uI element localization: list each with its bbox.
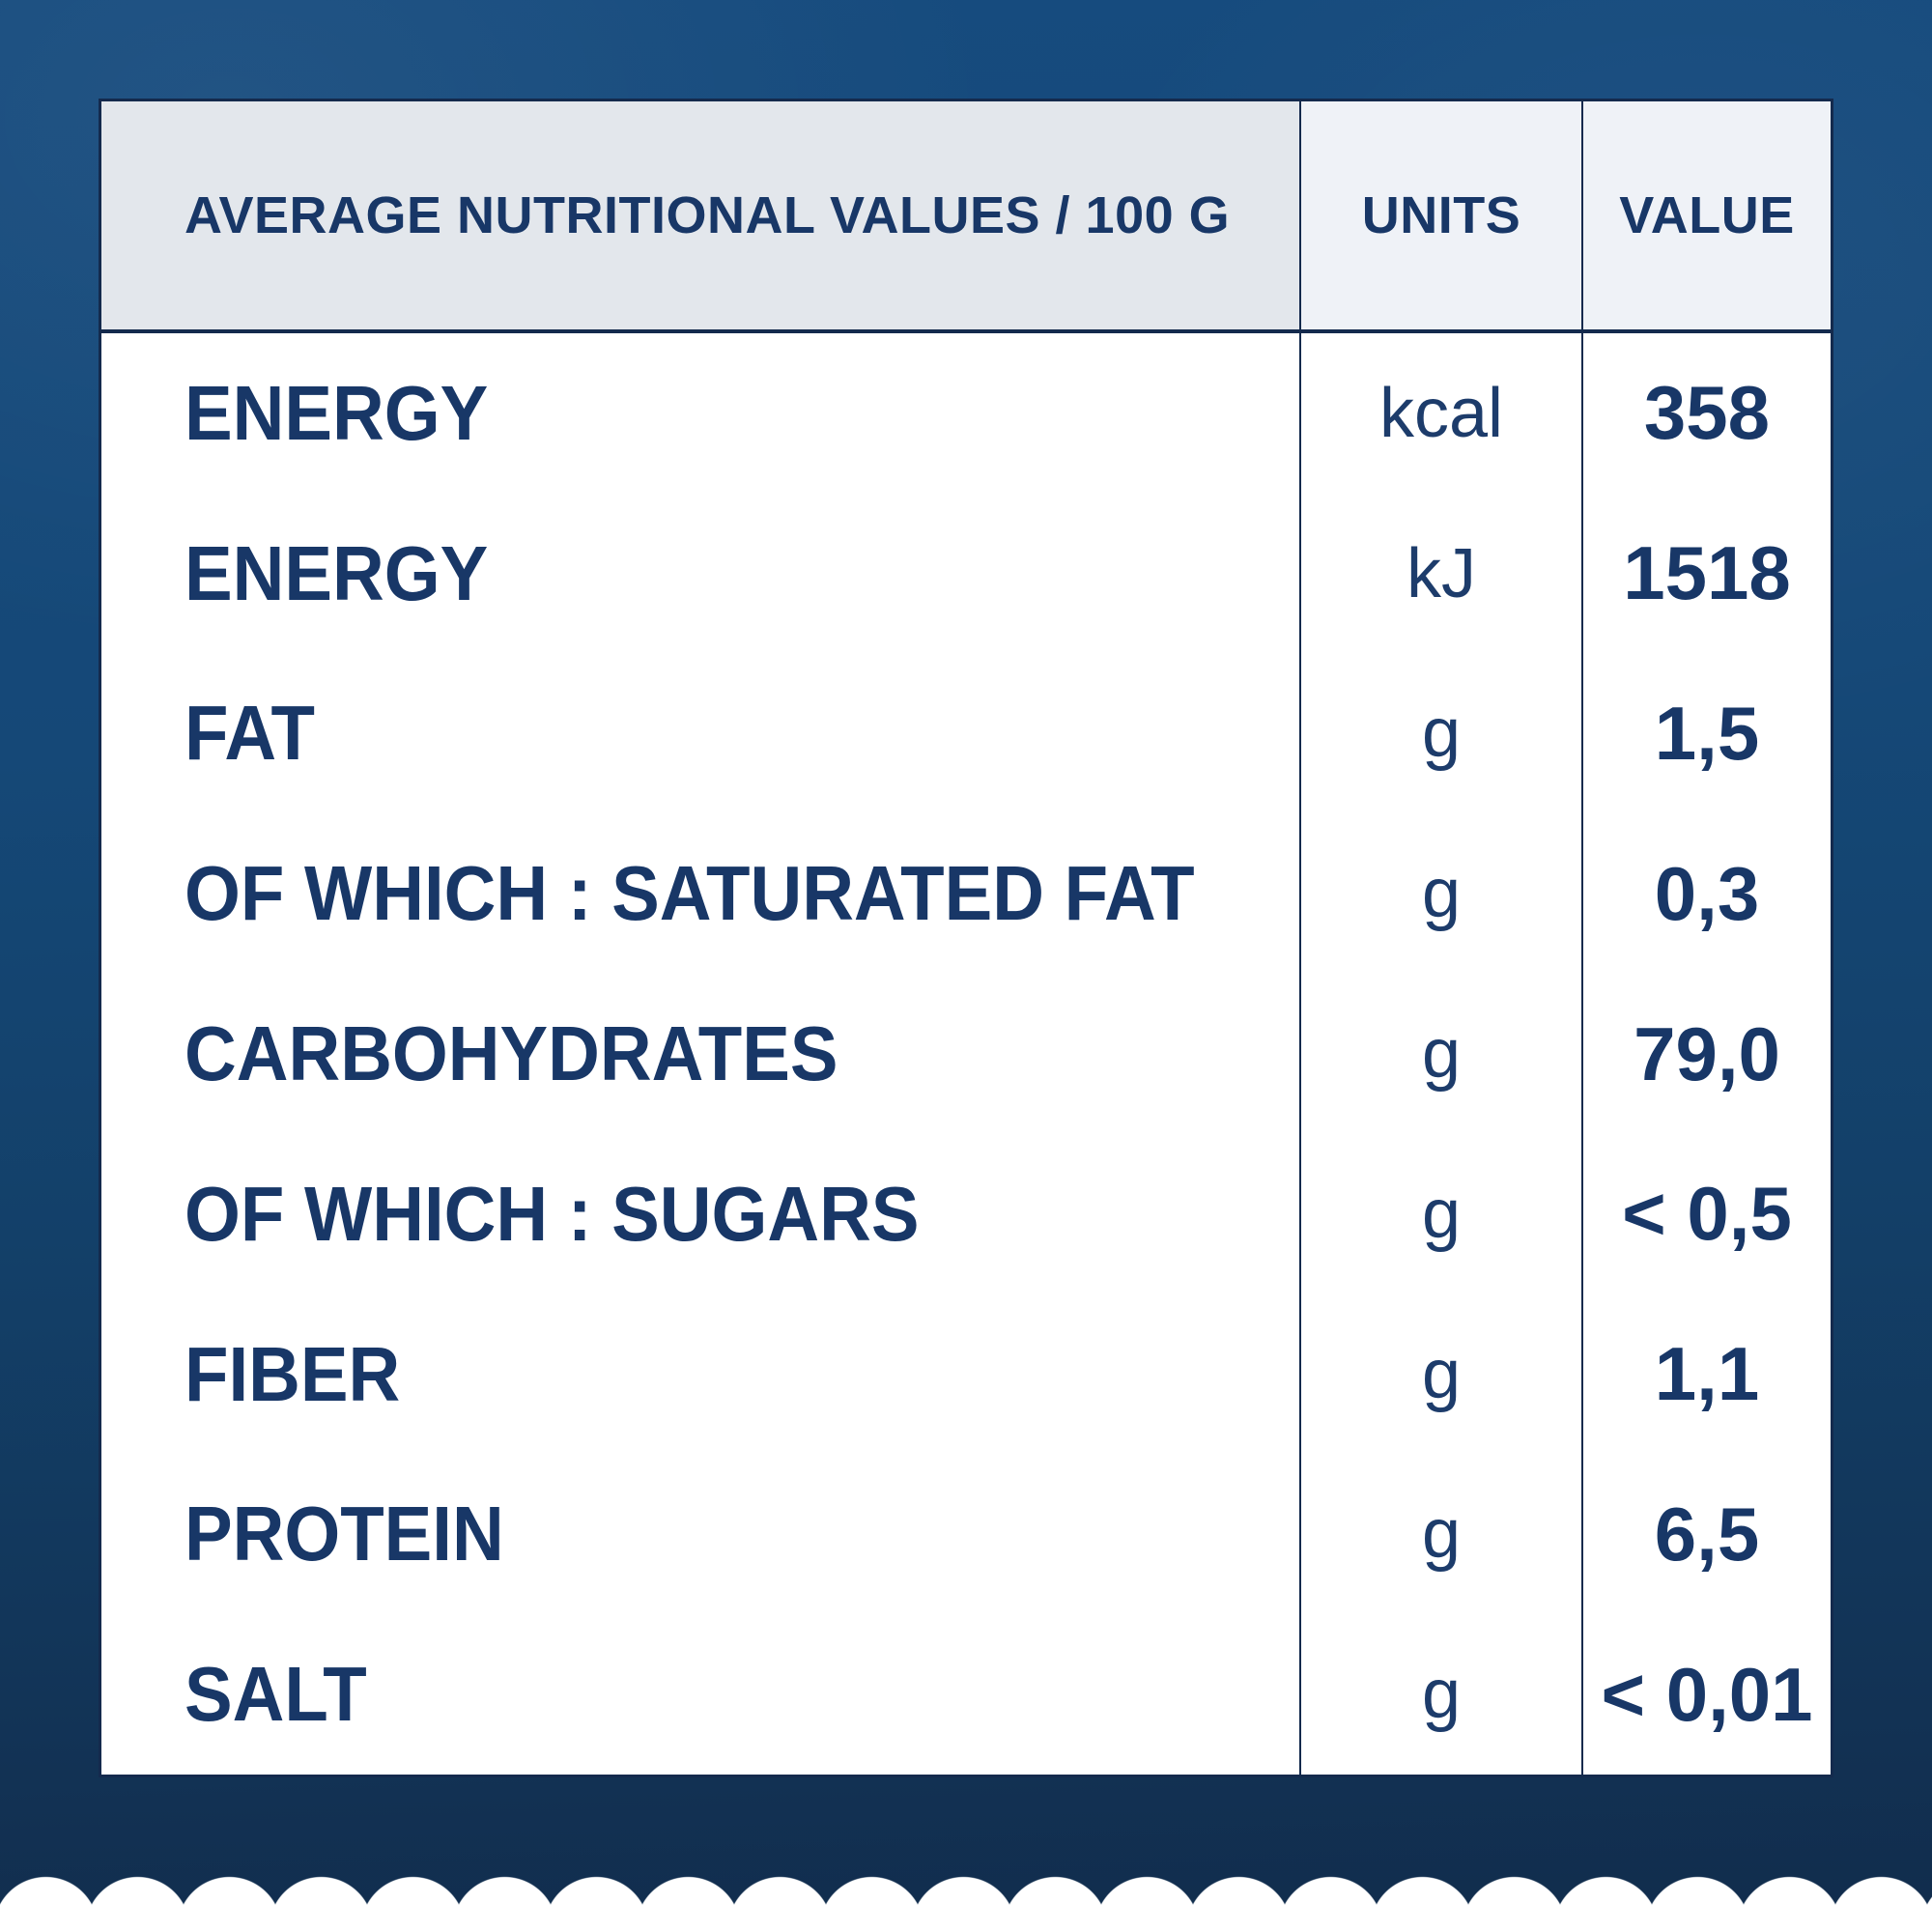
- row-value: 1518: [1623, 530, 1791, 616]
- row-unit: g: [1421, 695, 1462, 773]
- row-value: < 0,01: [1601, 1651, 1813, 1737]
- row-value: 0,3: [1654, 850, 1760, 936]
- row-label: OF WHICH : SATURATED FAT: [185, 850, 1195, 937]
- table-row-energy-kj: ENERGY kJ 1518: [101, 493, 1831, 654]
- row-unit: g: [1421, 1335, 1462, 1413]
- row-label: ENERGY: [185, 529, 489, 616]
- row-value: 1,1: [1654, 1331, 1760, 1417]
- row-label: OF WHICH : SUGARS: [185, 1170, 920, 1257]
- table-row-fat: FAT g 1,5: [101, 653, 1831, 814]
- table-row-saturated-fat: OF WHICH : SATURATED FAT g 0,3: [101, 813, 1831, 975]
- header-cell-nutrients: AVERAGE NUTRITIONAL VALUES / 100 G: [101, 101, 1299, 329]
- row-unit: g: [1421, 1495, 1462, 1574]
- row-unit: g: [1421, 1015, 1462, 1094]
- header-cell-value: VALUE: [1581, 101, 1831, 329]
- table-row-salt: SALT g < 0,01: [101, 1614, 1831, 1776]
- row-label: SALT: [185, 1651, 367, 1738]
- table-row-protein: PROTEIN g 6,5: [101, 1454, 1831, 1615]
- nutrition-table: AVERAGE NUTRITIONAL VALUES / 100 G UNITS…: [99, 99, 1833, 1777]
- row-unit: g: [1421, 855, 1462, 933]
- row-label: PROTEIN: [185, 1491, 504, 1577]
- row-unit: kcal: [1378, 374, 1504, 452]
- table-row-energy-kcal: ENERGY kcal 358: [101, 333, 1831, 494]
- table-row-carbohydrates: CARBOHYDRATES g 79,0: [101, 974, 1831, 1134]
- header-units-label: UNITS: [1361, 186, 1521, 244]
- row-value: 79,0: [1634, 1010, 1780, 1096]
- row-value: < 0,5: [1622, 1171, 1792, 1257]
- row-unit: g: [1421, 1175, 1462, 1253]
- row-unit: kJ: [1406, 534, 1476, 612]
- row-label: FAT: [185, 690, 315, 777]
- row-label: ENERGY: [185, 369, 489, 456]
- header-value-label: VALUE: [1619, 186, 1795, 244]
- table-header-row: AVERAGE NUTRITIONAL VALUES / 100 G UNITS…: [101, 101, 1831, 333]
- table-row-sugars: OF WHICH : SUGARS g < 0,5: [101, 1133, 1831, 1294]
- header-title: AVERAGE NUTRITIONAL VALUES / 100 G: [185, 186, 1231, 244]
- table-row-fiber: FIBER g 1,1: [101, 1293, 1831, 1455]
- row-label: FIBER: [185, 1330, 401, 1417]
- header-cell-units: UNITS: [1299, 101, 1581, 329]
- scalloped-edge: [0, 1874, 1932, 1932]
- row-value: 1,5: [1654, 690, 1760, 776]
- row-unit: g: [1421, 1656, 1462, 1734]
- row-label: CARBOHYDRATES: [185, 1010, 838, 1097]
- row-value: 358: [1643, 370, 1771, 456]
- table-body: ENERGY kcal 358 ENERGY kJ 1518 FAT g 1,5…: [101, 333, 1831, 1776]
- row-value: 6,5: [1654, 1491, 1760, 1577]
